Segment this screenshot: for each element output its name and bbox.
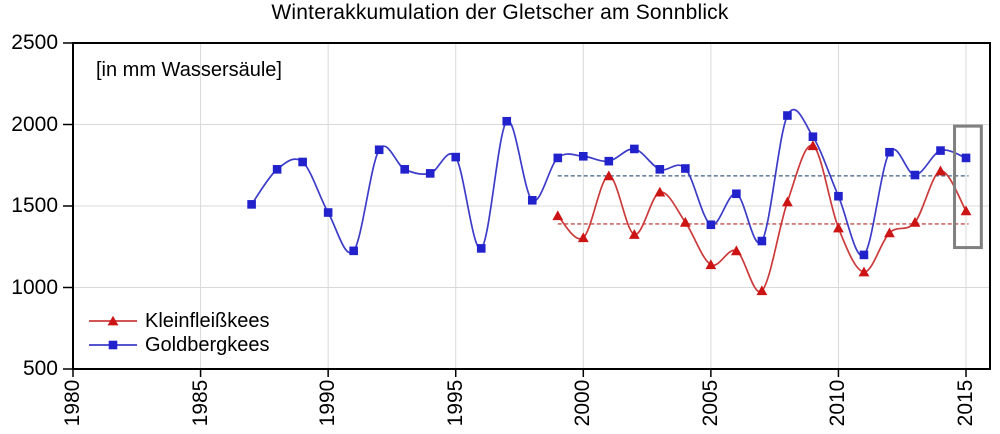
square-marker-icon bbox=[655, 165, 665, 174]
square-marker-icon bbox=[476, 244, 486, 253]
square-marker-icon bbox=[298, 157, 307, 167]
square-marker-icon bbox=[374, 145, 384, 155]
y-axis-label-2500: 2500 bbox=[11, 31, 58, 54]
triangle-marker-icon bbox=[807, 140, 819, 151]
highlight-box-2015 bbox=[953, 124, 983, 250]
legend-label-kleinfleisskees: Kleinfleißkees bbox=[145, 309, 270, 332]
square-marker-icon bbox=[834, 191, 843, 201]
triangle-marker-icon bbox=[858, 266, 870, 277]
square-marker-icon bbox=[757, 236, 767, 246]
y-axis-label-500: 500 bbox=[22, 357, 58, 380]
triangle-marker-icon bbox=[654, 186, 666, 197]
kleinfleisskees-line-triangle-marker-icon bbox=[89, 315, 137, 326]
y-axis-label-1000: 1000 bbox=[11, 275, 58, 299]
triangle-marker-icon bbox=[552, 210, 564, 221]
unit-annotation: [in mm Wassersäule] bbox=[96, 59, 282, 81]
square-marker-icon bbox=[323, 208, 333, 217]
legend-item-goldbergkees: Goldbergkees bbox=[89, 333, 270, 357]
legend-item-kleinfleisskees: Kleinfleißkees bbox=[89, 309, 270, 333]
square-marker-icon bbox=[400, 165, 409, 174]
y-axis-label-1500: 1500 bbox=[11, 194, 58, 217]
triangle-marker-icon bbox=[833, 222, 844, 233]
triangle-marker-icon bbox=[577, 232, 589, 243]
square-marker-icon bbox=[936, 146, 945, 155]
triangle-marker-icon bbox=[935, 165, 946, 176]
square-marker-icon bbox=[783, 111, 792, 120]
chart-title: Winterakkumulation der Gletscher am Sonn… bbox=[271, 1, 729, 24]
square-marker-icon bbox=[630, 144, 639, 154]
square-marker-icon bbox=[859, 250, 869, 260]
x-axis-label-2015: 2015 bbox=[954, 379, 978, 427]
square-marker-icon bbox=[961, 153, 971, 163]
square-marker-icon bbox=[502, 116, 512, 126]
x-axis-label-2010: 2010 bbox=[826, 379, 850, 427]
x-axis-label-1990: 1990 bbox=[316, 379, 340, 427]
triangle-marker-icon bbox=[679, 216, 691, 227]
triangle-marker-icon bbox=[756, 285, 768, 296]
plot-group bbox=[63, 42, 991, 377]
x-axis-label-1980: 1980 bbox=[61, 379, 84, 427]
square-marker-icon bbox=[553, 153, 563, 163]
series-line-kleinfleisskees bbox=[557, 144, 967, 293]
triangle-marker-icon bbox=[960, 205, 972, 216]
square-marker-icon bbox=[885, 147, 894, 157]
triangle-marker-icon bbox=[628, 229, 640, 239]
square-marker-icon bbox=[527, 195, 537, 205]
x-axis-label-2000: 2000 bbox=[571, 379, 595, 427]
triangle-marker-icon bbox=[782, 196, 793, 207]
triangle-marker-icon bbox=[603, 170, 615, 181]
square-marker-icon bbox=[732, 189, 741, 199]
square-marker-icon bbox=[349, 246, 358, 256]
plot-frame bbox=[72, 42, 991, 370]
goldbergkees-line-square-marker-icon bbox=[89, 340, 137, 350]
square-marker-icon bbox=[247, 200, 256, 209]
square-marker-icon bbox=[451, 152, 461, 162]
triangle-marker-icon bbox=[909, 216, 921, 227]
series-line-goldbergkees bbox=[250, 108, 967, 257]
square-marker-icon bbox=[706, 220, 716, 230]
triangle-marker-icon bbox=[730, 245, 742, 256]
legend: Kleinfleißkees Goldbergkees bbox=[89, 309, 270, 357]
square-marker-icon bbox=[578, 151, 588, 161]
y-axis-label-2000: 2000 bbox=[11, 112, 58, 136]
square-marker-icon bbox=[681, 164, 690, 173]
square-marker-icon bbox=[425, 169, 435, 178]
x-axis-label-1995: 1995 bbox=[443, 379, 467, 427]
x-axis-label-1985: 1985 bbox=[188, 379, 212, 427]
triangle-marker-icon bbox=[884, 227, 895, 238]
square-marker-icon bbox=[604, 156, 614, 166]
square-marker-icon bbox=[272, 165, 282, 174]
square-marker-icon bbox=[808, 132, 818, 142]
triangle-marker-icon bbox=[705, 259, 717, 270]
legend-label-goldbergkees: Goldbergkees bbox=[145, 333, 270, 356]
square-marker-icon bbox=[910, 170, 920, 180]
x-axis-label-2005: 2005 bbox=[698, 379, 722, 427]
